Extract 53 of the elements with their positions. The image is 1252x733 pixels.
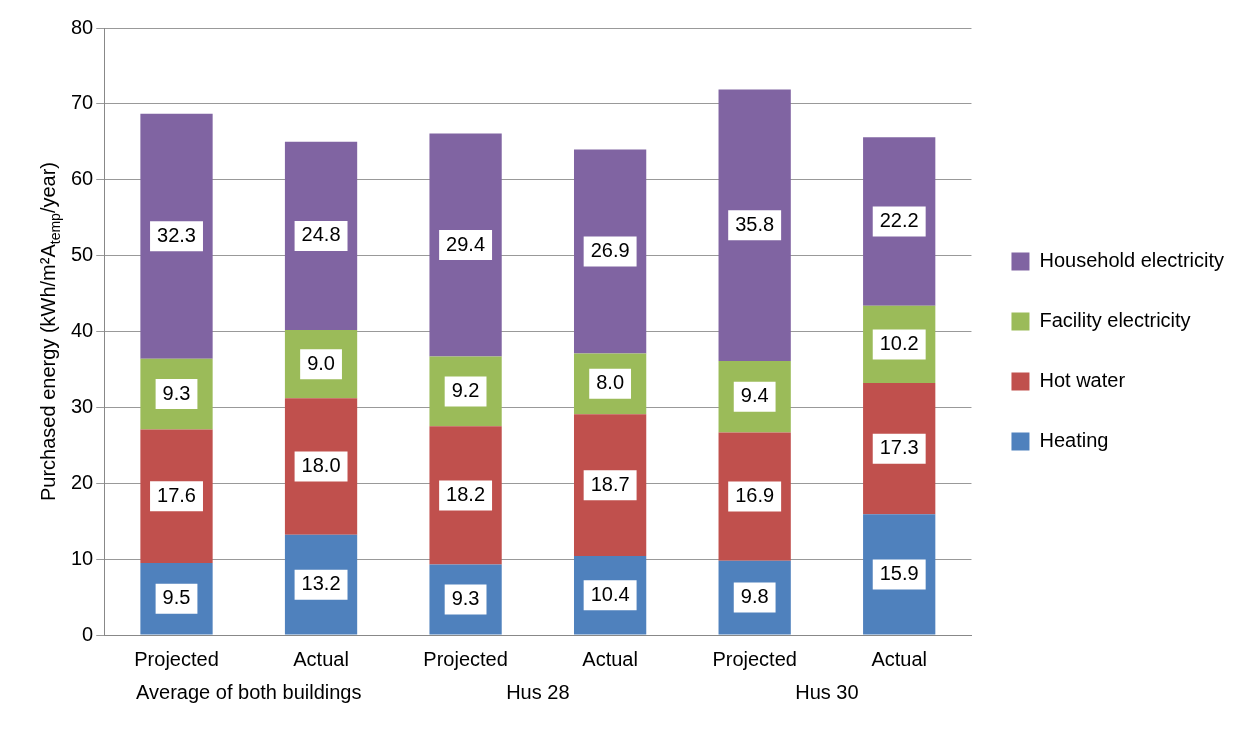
data-label: 9.4 — [740, 384, 769, 407]
data-label: 9.0 — [307, 351, 335, 374]
data-label: 26.9 — [590, 238, 630, 261]
data-label: 32.3 — [157, 223, 196, 246]
data-label: 9.5 — [162, 586, 191, 609]
bar — [284, 141, 358, 330]
data-label: 10.2 — [879, 331, 919, 354]
data-label: 8.0 — [596, 371, 625, 394]
y-tick-label: 40 — [71, 319, 94, 342]
x-tick-label: Actual — [582, 647, 638, 670]
data-label: 29.4 — [446, 232, 486, 255]
legend-label: Hot water — [1039, 369, 1126, 392]
x-tick-label: Projected — [423, 647, 508, 670]
data-label: 17.3 — [879, 436, 919, 459]
text: Hus 30 — [795, 680, 859, 703]
x-tick-label: Projected — [712, 647, 797, 670]
data-label: 9.3 — [162, 381, 191, 404]
y-tick-label: 0 — [82, 622, 94, 645]
y-tick-label: 10 — [71, 546, 94, 569]
data-label: 24.8 — [301, 223, 341, 246]
data-label: 18.2 — [446, 482, 486, 505]
data-label: 10.4 — [590, 582, 630, 605]
x-tick-label: Projected — [134, 647, 219, 670]
y-tick-label: 50 — [71, 243, 94, 266]
data-label: 15.9 — [879, 561, 919, 584]
y-tick-label: 70 — [71, 91, 94, 114]
data-label: 16.9 — [735, 484, 775, 507]
y-tick-label: 30 — [71, 394, 94, 417]
legend-label: Facility electricity — [1039, 309, 1191, 332]
data-label: 9.8 — [740, 585, 769, 608]
data-label: 13.2 — [301, 572, 341, 595]
data-label: 9.2 — [451, 378, 480, 401]
bar — [718, 89, 791, 362]
data-label: 9.3 — [451, 586, 480, 609]
bar — [140, 113, 213, 359]
bar — [429, 133, 502, 357]
bar — [863, 137, 936, 306]
y-tick-label: 80 — [71, 15, 94, 38]
data-label: 18.0 — [301, 454, 341, 477]
data-label: 17.6 — [157, 483, 196, 506]
legend-label: Household electricity — [1039, 249, 1224, 272]
x-tick-label: Actual — [293, 647, 349, 670]
text: Average of both buildings — [136, 680, 362, 703]
data-label: 35.8 — [735, 212, 775, 235]
y-tick-label: 20 — [71, 470, 94, 493]
x-tick-label: Actual — [871, 647, 927, 670]
y-tick-label: 60 — [71, 167, 94, 190]
y-axis-title: Purchased energy (kWh/m²Atemp/year) — [37, 162, 63, 501]
legend-label: Heating — [1039, 429, 1109, 452]
bar — [573, 149, 647, 354]
text: Hus 28 — [506, 680, 570, 703]
data-label: 18.7 — [590, 472, 630, 495]
data-label: 22.2 — [879, 209, 919, 231]
